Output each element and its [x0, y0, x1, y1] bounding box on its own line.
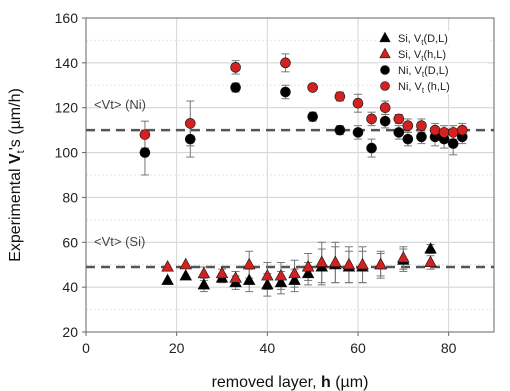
- data-point-triangle: [288, 266, 301, 279]
- legend-bg: [378, 47, 488, 62]
- data-point-circle: [184, 133, 196, 145]
- data-point-circle: [416, 120, 427, 131]
- data-point-circle: [379, 102, 391, 114]
- data-point-circle: [334, 91, 346, 102]
- data-point-triangle: [179, 257, 192, 270]
- reference-lines: <Vt> (Ni) <Vt> (Si): [86, 97, 494, 269]
- data-point-triangle: [424, 242, 437, 254]
- data-point-triangle: [161, 273, 174, 285]
- y-tick-label: 20: [62, 324, 78, 340]
- data-point-triangle: [301, 266, 315, 279]
- data-point-circle: [447, 127, 459, 138]
- data-point-circle: [393, 113, 405, 125]
- x-tick-label: 80: [441, 340, 457, 356]
- data-point-circle: [402, 120, 414, 131]
- data-point-circle: [379, 115, 391, 127]
- x-tick-label: 0: [82, 340, 90, 356]
- legend-marker: [379, 31, 391, 43]
- y-axis-title-prefix: Experimental: [7, 164, 24, 262]
- data-point-triangle: [274, 269, 288, 281]
- reference-line-label: <Vt> (Si): [94, 234, 145, 249]
- x-tick-label: 20: [169, 340, 185, 356]
- x-tick-label: 40: [260, 340, 276, 356]
- data-point-triangle: [288, 273, 301, 285]
- data-point-circle: [352, 127, 364, 138]
- data-point-circle: [334, 124, 346, 136]
- y-tick-label: 60: [62, 234, 78, 250]
- data-point-triangle: [197, 277, 211, 290]
- data-point-circle: [280, 86, 291, 98]
- legend-bg: [378, 63, 488, 78]
- data-point-circle: [184, 118, 196, 129]
- data-point-triangle: [261, 277, 274, 290]
- y-axis-title-var: V: [7, 153, 24, 164]
- data-point-circle: [402, 133, 414, 145]
- legend-entry: Ni, Vt (h,L): [398, 81, 450, 95]
- data-point-triangle: [301, 260, 315, 272]
- data-point-circle: [280, 57, 291, 69]
- y-axis-title-sub: t: [15, 150, 27, 153]
- data-point-triangle: [229, 271, 242, 283]
- legend-marker: [379, 47, 391, 59]
- data-point-circle: [447, 138, 459, 149]
- data-point-circle: [393, 127, 405, 138]
- reference-line-label: <Vt> (Ni): [94, 97, 146, 112]
- y-axis-title: Experimental Vt's (µm/h): [7, 88, 27, 262]
- y-tick-label: 120: [55, 100, 79, 116]
- data-point-circle: [139, 129, 151, 140]
- legend-bg: [378, 31, 488, 46]
- data-point-triangle: [197, 266, 211, 279]
- data-point-circle: [307, 82, 318, 93]
- y-axis-title-suffix: 's (µm/h): [7, 88, 24, 150]
- legend-entry: Ni, Vt(D,L): [398, 65, 449, 79]
- data-point-circle: [139, 147, 151, 158]
- data-point-circle: [352, 97, 364, 109]
- legend-marker: [380, 81, 390, 91]
- plot-frame: [85, 17, 495, 333]
- data-point-triangle: [397, 251, 410, 263]
- y-axis-ticks: 20 40 60 80 100 120 140 160: [55, 10, 86, 340]
- data-point-circle: [456, 124, 468, 136]
- y-tick-label: 140: [55, 55, 79, 71]
- data-point-circle: [416, 131, 427, 143]
- legend-entry: Si, Vt(h,L): [398, 49, 446, 63]
- y-tick-label: 80: [62, 189, 78, 205]
- data-point-triangle: [242, 257, 256, 270]
- data-point-triangle: [374, 257, 387, 270]
- data-point-triangle: [329, 255, 342, 267]
- x-axis-title: removed layer, h (µm): [212, 374, 369, 391]
- data-point-triangle: [161, 260, 174, 272]
- data-point-triangle: [356, 257, 369, 270]
- x-tick-label: 60: [350, 340, 366, 356]
- y-tick-label: 40: [62, 279, 78, 295]
- data-point-triangle: [274, 275, 288, 288]
- legend-bg: [378, 79, 488, 94]
- data-point-triangle: [342, 257, 356, 270]
- y-tick-label: 160: [55, 10, 79, 26]
- data-point-circle: [429, 124, 441, 136]
- x-axis-title-suffix: (µm): [331, 374, 369, 391]
- data-point-triangle: [315, 255, 328, 267]
- legend: Si, Vt(D,L) Si, Vt(h,L) Ni, Vt(D,L) Ni, Vt …: [378, 31, 488, 95]
- y-tick-label: 100: [55, 145, 79, 161]
- data-point-circle: [366, 142, 377, 154]
- x-axis-title-var: h: [321, 374, 331, 391]
- legend-entry: Si, Vt(D,L): [398, 33, 448, 47]
- data-point-circle: [230, 62, 241, 73]
- x-axis-ticks: 0 20 40 60 80: [82, 332, 457, 356]
- data-point-circle: [307, 111, 318, 122]
- legend-marker: [380, 65, 390, 75]
- data-point-triangle: [215, 266, 229, 279]
- x-axis-title-prefix: removed layer,: [212, 374, 321, 391]
- data-point-triangle: [261, 269, 274, 281]
- data-point-circle: [366, 113, 377, 125]
- data-point-triangle: [242, 273, 256, 285]
- data-point-triangle: [424, 255, 437, 267]
- data-markers: [139, 57, 468, 290]
- data-point-circle: [438, 127, 450, 138]
- data-point-triangle: [179, 269, 192, 281]
- data-point-circle: [230, 82, 241, 93]
